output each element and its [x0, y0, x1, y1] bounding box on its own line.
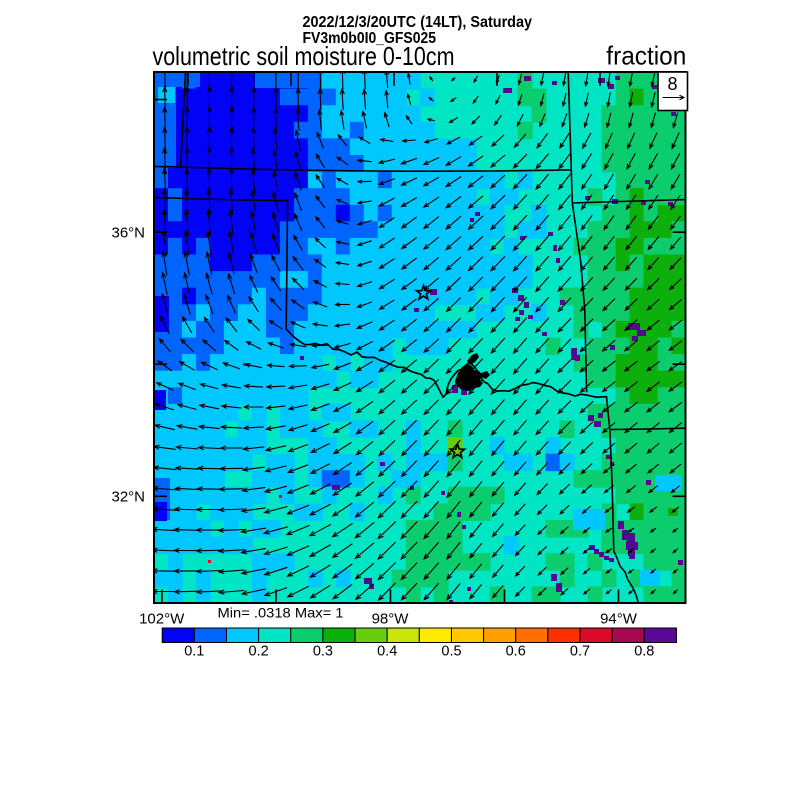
svg-text:32°N: 32°N	[111, 489, 145, 506]
svg-text:0.6: 0.6	[506, 644, 526, 660]
svg-text:98°W: 98°W	[372, 611, 410, 628]
svg-text:0.5: 0.5	[441, 644, 461, 660]
svg-text:0.4: 0.4	[377, 644, 397, 660]
svg-text:0.7: 0.7	[570, 644, 590, 660]
svg-text:0.3: 0.3	[313, 644, 333, 660]
svg-text:94°W: 94°W	[600, 611, 638, 628]
svg-text:2022/12/3/20UTC (14LT), Saturd: 2022/12/3/20UTC (14LT), Saturday	[303, 14, 533, 31]
svg-text:volumetric soil moisture 0-10c: volumetric soil moisture 0-10cm	[153, 41, 455, 71]
svg-text:fraction: fraction	[606, 41, 686, 71]
svg-text:Min= .0318 Max= 1: Min= .0318 Max= 1	[218, 605, 344, 621]
svg-text:0.8: 0.8	[634, 644, 654, 660]
svg-text:8: 8	[667, 74, 677, 94]
svg-text:102°W: 102°W	[139, 611, 185, 628]
svg-text:FV3m0b0I0_GFS025: FV3m0b0I0_GFS025	[303, 30, 437, 47]
svg-text:36°N: 36°N	[111, 225, 145, 242]
svg-text:0.2: 0.2	[249, 644, 269, 660]
svg-text:0.1: 0.1	[184, 644, 204, 660]
